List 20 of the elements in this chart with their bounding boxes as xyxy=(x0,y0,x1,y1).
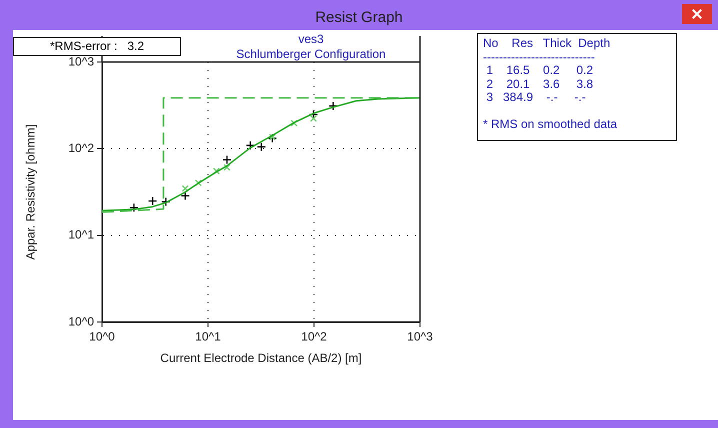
chart-title: ves3 xyxy=(298,32,324,46)
y-tick-label: 10^2 xyxy=(68,140,94,155)
text: 2 20.1 3.6 3.8 xyxy=(485,76,594,91)
y-tick-label: 10^3 xyxy=(68,54,94,68)
x-axis-title: Current Electrode Distance (AB/2) [m] xyxy=(160,351,362,366)
text: *RMS-error : 3.2 xyxy=(13,37,181,56)
text: * RMS on smoothed data xyxy=(483,116,618,131)
x-tick-label: 10^1 xyxy=(195,330,222,344)
y-tick-label: 10^0 xyxy=(68,314,94,328)
text: No Res Thick Depth xyxy=(483,36,612,50)
text: 3 384.9 -.- -.- xyxy=(485,90,587,104)
y-tick-label: 10^1 xyxy=(68,228,94,242)
text: Resist Graph xyxy=(314,8,404,28)
y-axis-title: Appar. Resistivity [ohmm] xyxy=(24,124,38,260)
chart-subtitle: Schlumberger Configuration xyxy=(236,47,386,61)
x-tick-label: 10^2 xyxy=(301,330,328,344)
x-tick-label: 10^3 xyxy=(407,330,434,344)
text: ---------------------------- xyxy=(483,50,596,64)
x-tick-label: 10^0 xyxy=(89,330,116,344)
text: 1 16.5 0.2 0.2 xyxy=(485,63,594,78)
